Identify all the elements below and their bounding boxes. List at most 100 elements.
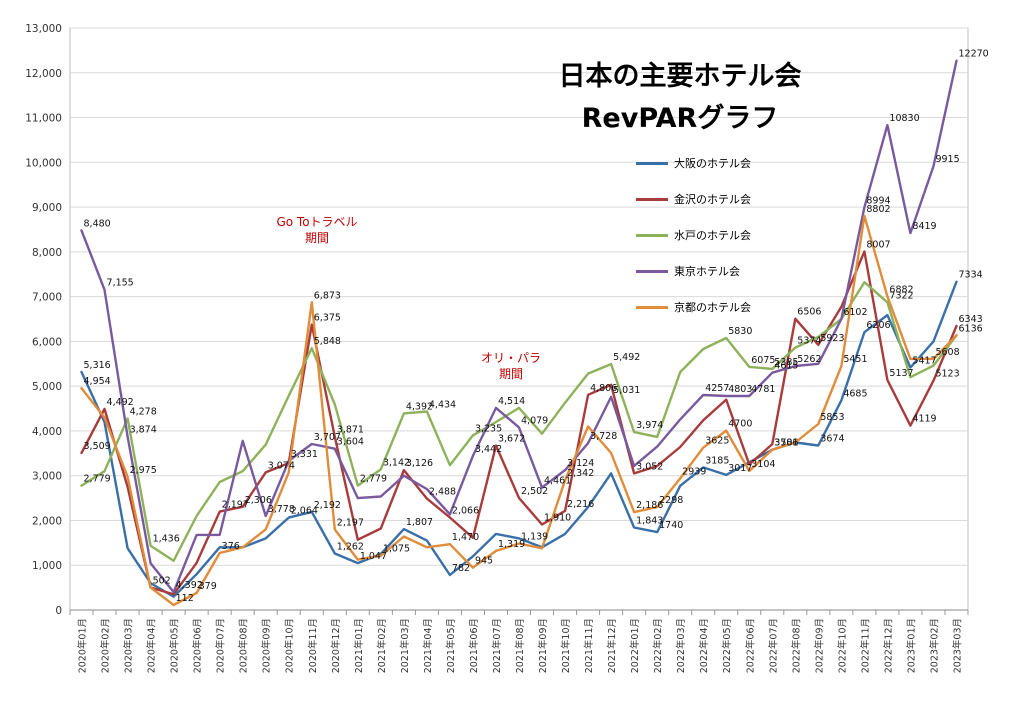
data-label: 10830 (889, 113, 919, 124)
x-tick-label: 2022年10月 (836, 618, 848, 673)
data-label: 3,974 (636, 420, 663, 431)
data-label: 4,492 (107, 397, 134, 408)
series-line-4 (80, 214, 958, 607)
goto-travel-annotation: Go Toトラベル 期間 (262, 214, 372, 246)
y-tick-label: 5,000 (32, 381, 62, 393)
data-label: 5853 (820, 412, 844, 423)
data-label: 5262 (797, 354, 821, 365)
x-tick-label: 2020年09月 (261, 618, 273, 673)
data-label: 2298 (659, 495, 683, 506)
goto-line2: 期間 (304, 231, 329, 245)
series-line-0 (80, 280, 958, 598)
data-label: 5608 (935, 347, 959, 358)
data-label: 1,262 (337, 542, 364, 553)
y-tick-label: 12,000 (25, 68, 62, 80)
x-tick-label: 2022年08月 (790, 618, 802, 673)
x-tick-label: 2022年06月 (744, 618, 756, 673)
goto-line1: Go Toトラベル (276, 215, 358, 229)
data-label: 2,502 (521, 486, 548, 497)
legend-item-kyoto: 京都のホテル会 (636, 289, 751, 325)
data-label: 5,492 (613, 352, 640, 363)
data-label: 3,509 (84, 441, 111, 452)
legend-item-tokyo: 東京ホテル会 (636, 253, 751, 289)
data-label: 4,392 (176, 580, 203, 591)
data-label: 2939 (682, 466, 706, 477)
data-label: 5,316 (84, 360, 111, 371)
y-tick-label: 0 (55, 605, 62, 617)
x-tick-label: 2021年04月 (422, 618, 434, 673)
data-label: 1,807 (406, 517, 433, 528)
series-line-3 (80, 59, 958, 594)
data-label: 379 (199, 581, 217, 592)
data-label: 1,047 (360, 551, 387, 562)
data-label: 5451 (843, 354, 867, 365)
x-tick-label: 2020年07月 (215, 618, 227, 673)
olympic-line1: オリ・パラ (480, 351, 541, 365)
data-label: 2,216 (567, 499, 594, 510)
x-tick-label: 2021年10月 (560, 618, 572, 673)
x-tick-label: 2021年07月 (491, 618, 503, 673)
data-label: 5830 (728, 326, 752, 337)
data-label: 4615 (774, 361, 798, 372)
legend-label: 京都のホテル会 (674, 301, 751, 314)
chart-title: 日本の主要ホテル会 RevPARグラフ (500, 56, 860, 140)
data-label: 3581 (774, 438, 798, 449)
x-tick-label: 2022年11月 (859, 618, 871, 673)
data-label: 1,470 (452, 532, 479, 543)
data-label: 6136 (958, 323, 982, 334)
data-label: 4257 (705, 383, 729, 394)
data-label: 6882 (889, 284, 913, 295)
data-label: 4,079 (521, 415, 548, 426)
data-label: 4,278 (130, 406, 157, 417)
data-label: 2,186 (636, 500, 663, 511)
series-line-2 (80, 281, 958, 562)
olympic-line2: 期間 (498, 367, 523, 381)
x-tick-label: 2022年05月 (721, 618, 733, 673)
data-label: 3,442 (475, 444, 502, 455)
x-tick-label: 2020年02月 (100, 618, 112, 673)
x-tick-label: 2020年12月 (330, 618, 342, 673)
data-label: 6,873 (314, 290, 341, 301)
data-label: 5,031 (613, 385, 640, 396)
x-tick-label: 2021年03月 (399, 618, 411, 673)
data-label: 3017 (728, 463, 752, 474)
data-label: 8994 (866, 195, 890, 206)
data-label: 4,434 (429, 399, 456, 410)
data-label: 5123 (935, 369, 959, 380)
data-label: 4700 (728, 419, 752, 430)
legend-swatch (636, 233, 668, 237)
data-label: 3,142 (383, 457, 410, 468)
data-label: 3625 (705, 436, 729, 447)
data-label: 376 (222, 541, 240, 552)
x-tick-label: 2021年05月 (445, 618, 457, 673)
data-label: 3,874 (130, 425, 157, 436)
data-label: 6343 (958, 314, 982, 325)
x-tick-label: 2021年01月 (353, 618, 365, 673)
data-label: 2,197 (222, 500, 249, 511)
y-tick-label: 2,000 (32, 515, 62, 527)
x-tick-label: 2022年01月 (629, 618, 641, 673)
data-label: 502 (153, 576, 171, 587)
data-label: 8419 (912, 221, 936, 232)
data-label: 7322 (889, 290, 913, 301)
data-label: 2,197 (337, 518, 364, 529)
data-label: 2,064 (291, 506, 318, 517)
x-tick-label: 2022年02月 (652, 618, 664, 673)
data-label: 2,066 (452, 506, 479, 517)
data-label: 3,074 (268, 460, 295, 471)
y-tick-label: 6,000 (32, 336, 62, 348)
legend-swatch (636, 161, 668, 165)
data-label: 9915 (935, 154, 959, 165)
data-label: 2,192 (314, 500, 341, 511)
y-tick-label: 8,000 (32, 247, 62, 259)
x-tick-label: 2022年04月 (698, 618, 710, 673)
data-label: 4,392 (406, 401, 433, 412)
data-label: 1,319 (498, 539, 525, 550)
x-tick-label: 2020年06月 (192, 618, 204, 673)
data-label: 3,871 (337, 425, 364, 436)
data-label: 3,672 (498, 434, 525, 445)
legend-label: 大阪のホテル会 (674, 157, 751, 170)
x-tick-label: 2021年12月 (606, 618, 618, 673)
